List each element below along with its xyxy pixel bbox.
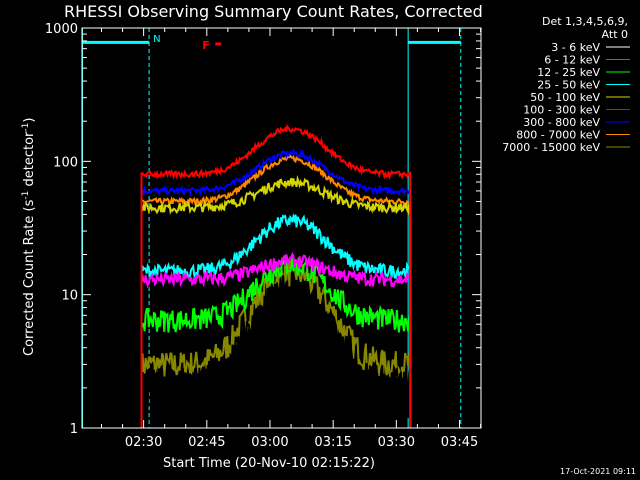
series-line	[140, 255, 412, 428]
series-line	[140, 154, 412, 428]
x-tick-label: 02:45	[188, 435, 225, 450]
series-line	[140, 275, 412, 428]
night-label: N	[153, 34, 160, 45]
legend-entry-label: 7000 - 15000 keV	[502, 141, 600, 154]
y-tick-label: 10	[61, 289, 78, 304]
legend-entry-label: 800 - 7000 keV	[516, 129, 600, 142]
x-tick-label: 03:00	[251, 435, 288, 450]
legend-entry-label: 3 - 6 keV	[551, 41, 600, 54]
x-axis-label: Start Time (20-Nov-10 02:15:22)	[163, 456, 375, 471]
footer-date: 17-Oct-2021 09:11	[560, 467, 636, 476]
legend-entry-label: 100 - 300 keV	[523, 104, 600, 117]
x-tick-label: 03:45	[441, 435, 478, 450]
y-tick-label: 1	[70, 422, 78, 437]
series-line	[140, 147, 412, 428]
legend-entry-label: 25 - 50 keV	[537, 79, 600, 92]
y-tick-label: 100	[53, 155, 78, 170]
x-axis: 02:30 02:45 03:00 03:15 03:30 03:45	[101, 28, 482, 450]
series-line	[140, 251, 412, 428]
plot-frame	[81, 27, 482, 429]
series-line	[140, 123, 412, 428]
legend-header-line-1: Det 1,3,4,5,6,9,	[542, 15, 628, 28]
y-tick-label: 1000	[45, 22, 78, 37]
legend-header-line-2: Att 0	[602, 28, 628, 41]
legend-entry-label: 12 - 25 keV	[537, 66, 600, 79]
legend-entry-label: 6 - 12 keV	[544, 54, 600, 67]
x-tick-label: 03:15	[314, 435, 351, 450]
legend-entry-label: 50 - 100 keV	[530, 91, 600, 104]
series-line	[140, 174, 412, 428]
legend-entry-label: 300 - 800 keV	[523, 116, 600, 129]
y-axis: 1 10 100 1000	[45, 22, 481, 437]
chart-title: RHESSI Observing Summary Count Rates, Co…	[64, 2, 483, 21]
x-tick-label: 02:30	[125, 435, 162, 450]
y-axis-label: Corrected Count Rate (s-1 detector-1)	[21, 118, 37, 356]
flag-label: F	[202, 39, 210, 52]
x-tick-label: 03:30	[378, 435, 415, 450]
